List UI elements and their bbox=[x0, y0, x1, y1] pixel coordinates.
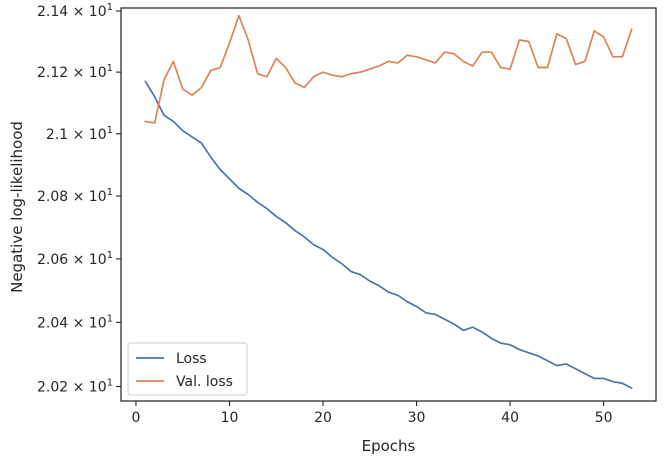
y-tick-label: 2.04 × 101 bbox=[37, 313, 113, 331]
series-line-loss bbox=[144, 80, 633, 389]
x-axis: 0 10 20 30 40 50 bbox=[132, 401, 613, 426]
y-tick-label: 2.02 × 101 bbox=[37, 377, 113, 395]
x-tick-label: 10 bbox=[221, 410, 239, 426]
y-tick-label: 2.12 × 101 bbox=[37, 63, 113, 81]
series-layer bbox=[144, 14, 633, 389]
legend-box bbox=[127, 342, 248, 396]
y-axis-label: Negative log-likelihood bbox=[8, 121, 26, 293]
series-line-val-loss bbox=[144, 14, 633, 124]
x-tick-label: 40 bbox=[501, 410, 519, 426]
legend-label: Val. loss bbox=[176, 374, 233, 390]
x-tick-label: 50 bbox=[595, 410, 613, 426]
y-tick-label: 2.06 × 101 bbox=[37, 250, 113, 268]
x-tick-label: 30 bbox=[408, 410, 426, 426]
plot-frame bbox=[120, 7, 657, 402]
y-axis: 2.02 × 101 2.04 × 101 2.06 × 101 2.08 × 101… bbox=[37, 2, 121, 395]
x-tick-label: 0 bbox=[132, 410, 141, 426]
legend-label: Loss bbox=[176, 351, 207, 367]
y-tick-label: 2.14 × 101 bbox=[37, 2, 113, 20]
x-axis-label: Epochs bbox=[362, 437, 416, 455]
legend: Loss Val. loss bbox=[127, 342, 248, 396]
y-tick-label: 2.1 × 101 bbox=[46, 125, 113, 143]
y-tick-label: 2.08 × 101 bbox=[37, 187, 113, 205]
x-tick-label: 20 bbox=[314, 410, 332, 426]
